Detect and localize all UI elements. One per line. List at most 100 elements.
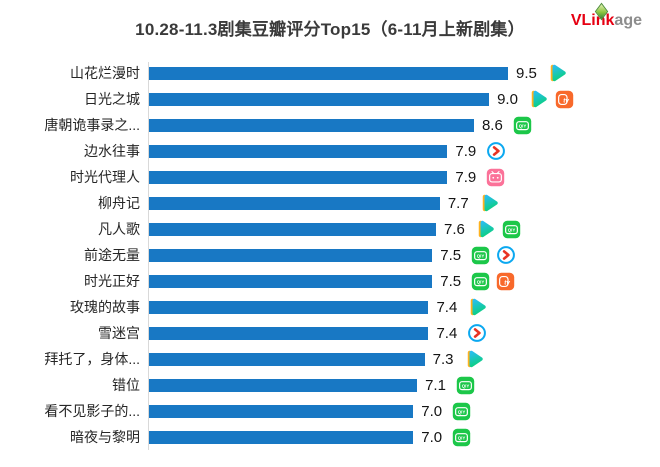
vlinkage-logo-text-red: VLink: [570, 12, 615, 29]
svg-text:QIY: QIY: [477, 279, 485, 284]
bar[interactable]: [148, 92, 490, 106]
category-label: 玫瑰的故事: [70, 299, 140, 315]
category-label: 边水往事: [84, 143, 140, 159]
bar[interactable]: [148, 352, 425, 366]
category-label: 前途无量: [84, 247, 140, 263]
category-label: 凡人歌: [98, 221, 140, 237]
svg-text:tv: tv: [563, 97, 569, 104]
youku-icon: [486, 141, 506, 161]
tencent-video-icon: [547, 63, 568, 83]
value-label: 9.5: [516, 64, 537, 82]
value-label: 7.3: [432, 350, 454, 368]
iqiyi-icon: QIY: [471, 246, 490, 265]
bar[interactable]: [148, 170, 448, 184]
bar[interactable]: [148, 118, 474, 132]
bar[interactable]: [148, 300, 429, 314]
svg-text:QIY: QIY: [458, 409, 466, 414]
bar[interactable]: [148, 326, 429, 340]
svg-text:QIY: QIY: [518, 123, 526, 128]
category-label: 雪迷宫: [98, 325, 140, 341]
y-axis-line: [148, 62, 149, 450]
svg-text:QIY: QIY: [508, 227, 516, 232]
chart-row: 边水往事 7.9: [0, 138, 660, 164]
bar[interactable]: [148, 274, 433, 288]
value-label: 9.0: [497, 90, 518, 108]
chart-row: 暗夜与黎明 7.0 QIY: [0, 424, 660, 450]
category-label: 柳舟记: [98, 195, 140, 211]
chart-row: 时光代理人 7.9: [0, 164, 660, 190]
bar[interactable]: [148, 430, 414, 444]
chart-row: 玫瑰的故事 7.4: [0, 294, 660, 320]
bar[interactable]: [148, 66, 509, 80]
platform-icons: QIY tv: [471, 272, 515, 291]
chart-row: 山花烂漫时 9.5: [0, 60, 660, 86]
platform-icons: [464, 349, 485, 369]
iqiyi-icon: QIY: [471, 272, 490, 291]
value-label: 7.9: [455, 142, 477, 160]
category-label: 唐朝诡事录之...: [44, 117, 140, 133]
bar[interactable]: [148, 404, 414, 418]
tencent-video-icon: [464, 349, 485, 369]
chart-row: 唐朝诡事录之... 8.6 QIY: [0, 112, 660, 138]
chart-row: 错位 7.1 QIY: [0, 372, 660, 398]
chart-header: 10.28-11.3剧集豆瓣评分Top15（6-11月上新剧集） VLinkag…: [0, 0, 660, 58]
tencent-video-icon: [467, 297, 488, 317]
value-label: 7.1: [425, 376, 446, 394]
bar[interactable]: [148, 248, 433, 262]
svg-text:QIY: QIY: [462, 383, 470, 388]
value-label: 7.4: [436, 324, 458, 342]
svg-text:QIY: QIY: [477, 253, 485, 258]
platform-icons: QIY: [475, 219, 521, 239]
iqiyi-icon: QIY: [513, 116, 532, 135]
category-label: 时光代理人: [70, 169, 140, 185]
value-label: 7.0: [421, 428, 443, 446]
chart-title: 10.28-11.3剧集豆瓣评分Top15（6-11月上新剧集）: [135, 20, 525, 39]
value-label: 7.0: [421, 402, 443, 420]
chart-row: 拜托了，身体... 7.3: [0, 346, 660, 372]
category-label: 时光正好: [84, 273, 140, 289]
category-label: 日光之城: [84, 91, 140, 107]
platform-icons: [486, 168, 505, 187]
platform-icons: [547, 63, 568, 83]
tencent-video-icon: [528, 89, 549, 109]
platform-icons: [486, 141, 506, 161]
iqiyi-icon: QIY: [502, 220, 521, 239]
chart-row: 前途无量 7.5 QIY: [0, 242, 660, 268]
youku-icon: [467, 323, 487, 343]
vlinkage-logo-text-gray: age: [614, 12, 642, 29]
value-label: 8.6: [481, 116, 503, 134]
mango-tv-icon: tv: [496, 272, 515, 291]
svg-text:tv: tv: [504, 279, 510, 286]
chart-row: 凡人歌 7.6 QIY: [0, 216, 660, 242]
svg-text:QIY: QIY: [458, 435, 466, 440]
category-label: 看不见影子的...: [44, 403, 140, 419]
iqiyi-icon: QIY: [452, 402, 471, 421]
chart-row: 看不见影子的... 7.0 QIY: [0, 398, 660, 424]
platform-icons: [467, 297, 488, 317]
value-label: 7.5: [440, 246, 462, 264]
chart-row: 柳舟记 7.7: [0, 190, 660, 216]
bar[interactable]: [148, 378, 418, 392]
value-label: 7.4: [436, 298, 458, 316]
bar[interactable]: [148, 144, 448, 158]
iqiyi-icon: QIY: [452, 428, 471, 447]
platform-icons: [479, 193, 500, 213]
tencent-video-icon: [479, 193, 500, 213]
category-label: 山花烂漫时: [70, 65, 140, 81]
mango-tv-icon: tv: [555, 90, 574, 109]
platform-icons: QIY: [452, 402, 471, 421]
platform-icons: QIY: [471, 245, 516, 265]
category-label: 错位: [112, 377, 140, 393]
chart-row: 时光正好 7.5 QIY tv: [0, 268, 660, 294]
bar-chart: 山花烂漫时 9.5 日光之城 9.0 tv 唐: [0, 60, 660, 450]
value-label: 7.7: [447, 194, 469, 212]
chart-row: 雪迷宫 7.4: [0, 320, 660, 346]
bar[interactable]: [148, 222, 437, 236]
platform-icons: tv: [528, 89, 574, 109]
category-label: 暗夜与黎明: [70, 429, 140, 445]
platform-icons: QIY: [513, 116, 532, 135]
youku-icon: [496, 245, 516, 265]
chart-rows: 山花烂漫时 9.5 日光之城 9.0 tv 唐: [0, 60, 660, 450]
bar[interactable]: [148, 196, 440, 210]
